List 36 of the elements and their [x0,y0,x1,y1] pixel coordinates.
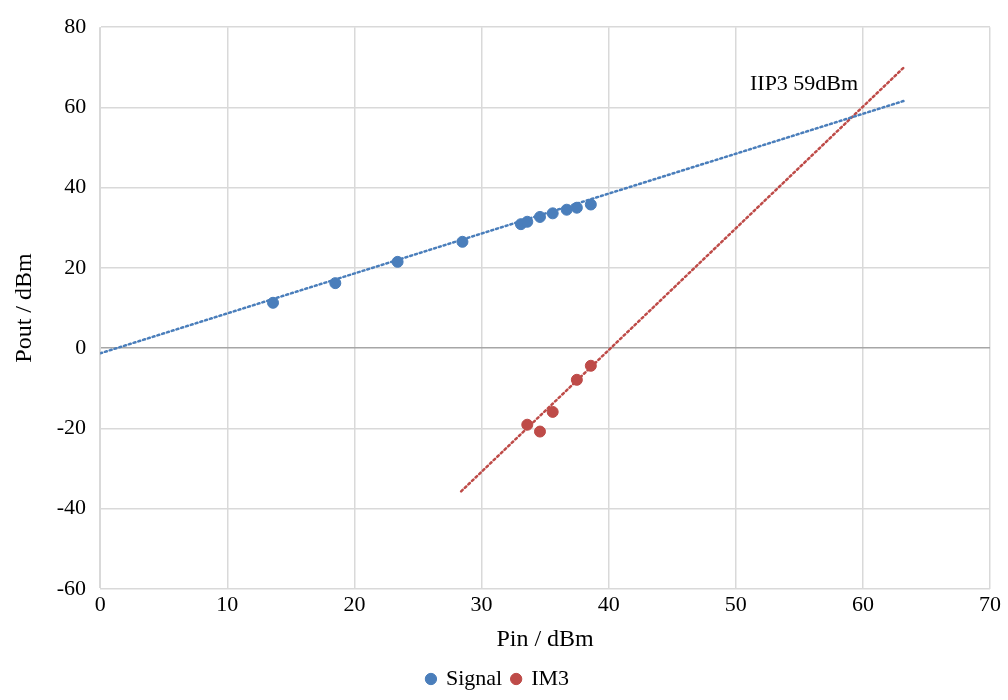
point [570,373,583,386]
x-tick-label: 50 [724,590,747,616]
point [521,215,534,228]
point [546,207,559,220]
point [456,235,469,248]
y-tick-label: 80 [64,12,87,38]
point [560,203,573,216]
x-tick-label: 30 [470,590,493,616]
y-tick-label: -40 [56,494,87,520]
point [584,198,597,211]
y-tick-label: -20 [56,414,87,440]
point [267,296,280,309]
x-tick-label: 40 [597,590,620,616]
point [546,405,559,418]
x-tick-label: 10 [216,590,239,616]
y-tick-label: -60 [56,574,87,600]
y-axis-title: Pout / dBm [9,252,36,363]
legend-label: Signal [445,664,503,690]
y-tick-label: 60 [64,93,87,119]
point [533,425,546,438]
x-tick-label: 70 [979,590,1001,616]
point [533,210,546,223]
x-tick-label: 0 [94,590,106,616]
x-tick-label: 60 [851,590,874,616]
x-axis-title: Pin / dBm [496,624,595,651]
legend-label: IM3 [531,664,570,690]
y-tick-label: 0 [75,333,87,359]
point [329,277,342,290]
y-tick-label: 40 [64,173,87,199]
annotation: IIP3 59dBm [749,70,859,96]
y-tick-label: 20 [64,253,87,279]
point [570,201,583,214]
x-tick-label: 20 [343,590,366,616]
point [391,255,404,268]
point [584,359,597,372]
point [521,418,534,431]
